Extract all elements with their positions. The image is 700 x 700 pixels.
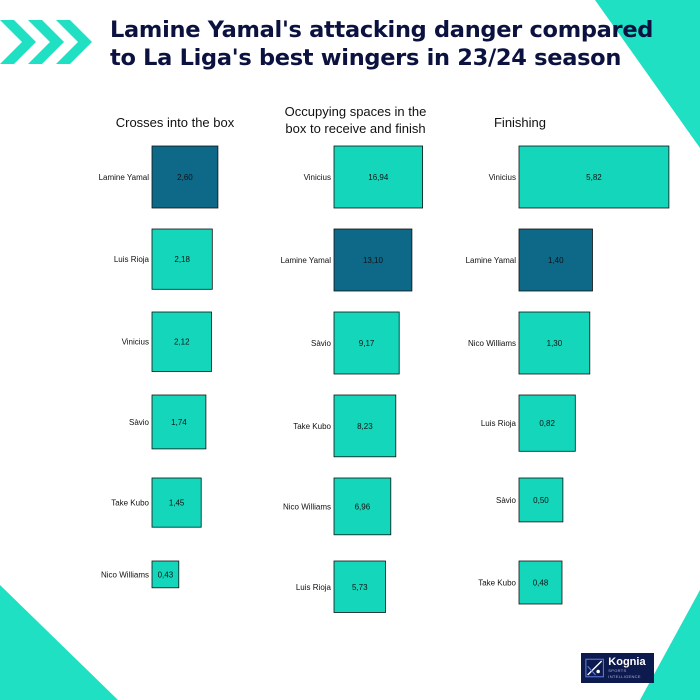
bar-value-0-nico-williams: 0,43 xyxy=(158,570,174,579)
panel-title-occupying: Occupying spaces in the box to receive a… xyxy=(284,104,427,136)
bar-0-luis-rioja xyxy=(151,228,213,290)
bar-1-lamine-yamal xyxy=(333,228,413,292)
bar-2-s-vio xyxy=(518,477,564,523)
top-left-chevron-1 xyxy=(0,20,36,64)
bar-1-s-vio xyxy=(333,311,400,375)
kognia-logo-icon xyxy=(585,658,604,678)
bar-label-1-take-kubo: Take Kubo xyxy=(293,422,331,431)
bar-value-0-take-kubo: 1,45 xyxy=(169,499,185,508)
bar-label-0-luis-rioja: Luis Rioja xyxy=(114,255,150,264)
bar-value-1-vinicius: 16,94 xyxy=(368,173,389,182)
bar-1-take-kubo xyxy=(333,394,397,458)
bar-label-0-s-vio: Sàvio xyxy=(129,418,150,427)
kognia-logo: Kognia SPORTS INTELLIGENCE xyxy=(581,653,654,683)
bar-value-1-nico-williams: 6,96 xyxy=(355,502,371,511)
panel-title-crosses: Crosses into the box xyxy=(115,115,235,130)
bottom-right-triangle xyxy=(640,590,700,700)
bar-2-lamine-yamal xyxy=(518,228,593,292)
bar-value-1-take-kubo: 8,23 xyxy=(357,422,373,431)
top-left-chevron-2 xyxy=(28,20,64,64)
bar-value-0-vinicius: 2,12 xyxy=(174,338,190,347)
logo-tagline: SPORTS INTELLIGENCE xyxy=(608,668,641,679)
bar-value-2-luis-rioja: 0,82 xyxy=(539,419,555,428)
bar-0-lamine-yamal xyxy=(151,145,219,209)
bar-label-1-s-vio: Sàvio xyxy=(311,339,332,348)
bar-1-vinicius xyxy=(333,145,423,209)
bar-value-2-vinicius: 5,82 xyxy=(586,173,602,182)
bottom-left-triangle xyxy=(0,585,118,700)
bar-value-2-take-kubo: 0,48 xyxy=(533,579,549,588)
bar-label-1-luis-rioja: Luis Rioja xyxy=(296,583,332,592)
bar-value-0-lamine-yamal: 2,60 xyxy=(177,173,193,182)
bar-value-1-lamine-yamal: 13,10 xyxy=(363,256,384,265)
bar-0-nico-williams xyxy=(151,560,180,589)
bar-label-0-lamine-yamal: Lamine Yamal xyxy=(99,173,150,182)
bar-value-0-s-vio: 1,74 xyxy=(171,418,187,427)
page-title: Lamine Yamal's attacking danger compared… xyxy=(110,16,670,72)
bar-2-vinicius xyxy=(518,145,670,209)
top-left-chevron-3 xyxy=(56,20,92,64)
bar-label-2-take-kubo: Take Kubo xyxy=(478,579,516,588)
bar-value-1-s-vio: 9,17 xyxy=(359,339,375,348)
logo-name: Kognia xyxy=(608,656,646,668)
bar-label-2-lamine-yamal: Lamine Yamal xyxy=(466,256,517,265)
bar-label-1-nico-williams: Nico Williams xyxy=(283,502,331,511)
bar-value-1-luis-rioja: 5,73 xyxy=(352,583,368,592)
bar-label-2-s-vio: Sàvio xyxy=(496,496,517,505)
bar-label-0-vinicius: Vinicius xyxy=(122,338,149,347)
bar-value-2-lamine-yamal: 1,40 xyxy=(548,256,564,265)
bar-label-2-luis-rioja: Luis Rioja xyxy=(481,419,517,428)
bar-0-take-kubo xyxy=(151,477,202,528)
bar-0-s-vio xyxy=(151,394,207,450)
bar-label-0-take-kubo: Take Kubo xyxy=(111,499,149,508)
bar-2-nico-williams xyxy=(518,311,591,375)
bar-label-0-nico-williams: Nico Williams xyxy=(101,570,149,579)
bar-0-vinicius xyxy=(151,311,212,372)
title-line-2: to La Liga's best wingers in 23/24 seaso… xyxy=(110,45,622,71)
title-line-1: Lamine Yamal's attacking danger compared xyxy=(110,17,654,43)
bar-value-2-nico-williams: 1,30 xyxy=(547,339,563,348)
bar-value-0-luis-rioja: 2,18 xyxy=(174,255,190,264)
bar-label-1-vinicius: Vinicius xyxy=(304,173,331,182)
bar-label-2-vinicius: Vinicius xyxy=(489,173,516,182)
panel-title-finishing: Finishing xyxy=(493,115,547,130)
bar-1-nico-williams xyxy=(333,477,392,536)
bar-value-2-s-vio: 0,50 xyxy=(533,496,549,505)
bar-label-2-nico-williams: Nico Williams xyxy=(468,339,516,348)
bar-2-luis-rioja xyxy=(518,394,576,452)
bar-1-luis-rioja xyxy=(333,560,386,613)
top-right-triangle xyxy=(595,0,700,148)
bar-label-1-lamine-yamal: Lamine Yamal xyxy=(281,256,332,265)
bar-2-take-kubo xyxy=(518,560,563,605)
